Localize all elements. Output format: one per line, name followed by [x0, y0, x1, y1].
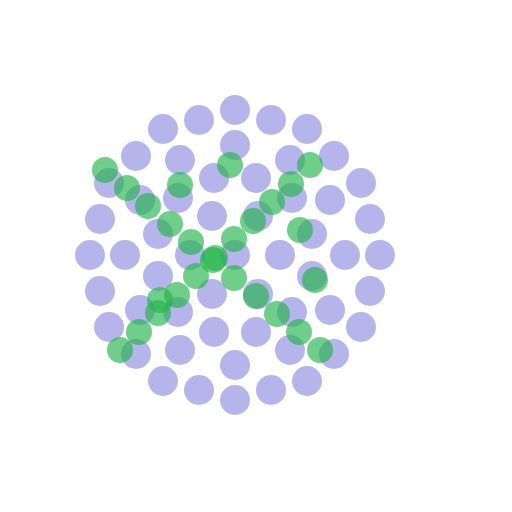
- point: [307, 337, 333, 363]
- chart: [0, 0, 512, 512]
- point: [165, 145, 195, 175]
- point: [217, 152, 243, 178]
- point: [110, 240, 140, 270]
- plot-area: [75, 95, 395, 415]
- point: [221, 226, 247, 252]
- point: [315, 295, 345, 325]
- point: [355, 276, 385, 306]
- point: [75, 240, 105, 270]
- point: [220, 385, 250, 415]
- point: [264, 301, 290, 327]
- point: [241, 163, 271, 193]
- point: [365, 240, 395, 270]
- point: [297, 152, 323, 178]
- point: [197, 201, 227, 231]
- point: [355, 204, 385, 234]
- point: [319, 141, 349, 171]
- point: [184, 375, 214, 405]
- point: [167, 172, 193, 198]
- point: [292, 366, 322, 396]
- point: [346, 168, 376, 198]
- point: [178, 229, 204, 255]
- point: [240, 208, 266, 234]
- point: [256, 375, 286, 405]
- point: [147, 287, 173, 313]
- point: [107, 337, 133, 363]
- point: [202, 245, 228, 271]
- series: [75, 95, 395, 415]
- point: [292, 114, 322, 144]
- point: [135, 193, 161, 219]
- point: [165, 335, 195, 365]
- point: [287, 217, 313, 243]
- point: [85, 204, 115, 234]
- point: [220, 95, 250, 125]
- point: [243, 283, 269, 309]
- point: [256, 105, 286, 135]
- point: [184, 105, 214, 135]
- point: [302, 267, 328, 293]
- point: [346, 312, 376, 342]
- point: [220, 350, 250, 380]
- point: [199, 317, 229, 347]
- point: [85, 276, 115, 306]
- point: [315, 185, 345, 215]
- point: [148, 114, 178, 144]
- point: [114, 175, 140, 201]
- point: [265, 240, 295, 270]
- point: [330, 240, 360, 270]
- point: [126, 319, 152, 345]
- series: [92, 152, 333, 363]
- point: [92, 157, 118, 183]
- point: [121, 141, 151, 171]
- point: [148, 366, 178, 396]
- point: [278, 171, 304, 197]
- point: [221, 265, 247, 291]
- point: [259, 189, 285, 215]
- point: [286, 319, 312, 345]
- point: [183, 263, 209, 289]
- point: [157, 211, 183, 237]
